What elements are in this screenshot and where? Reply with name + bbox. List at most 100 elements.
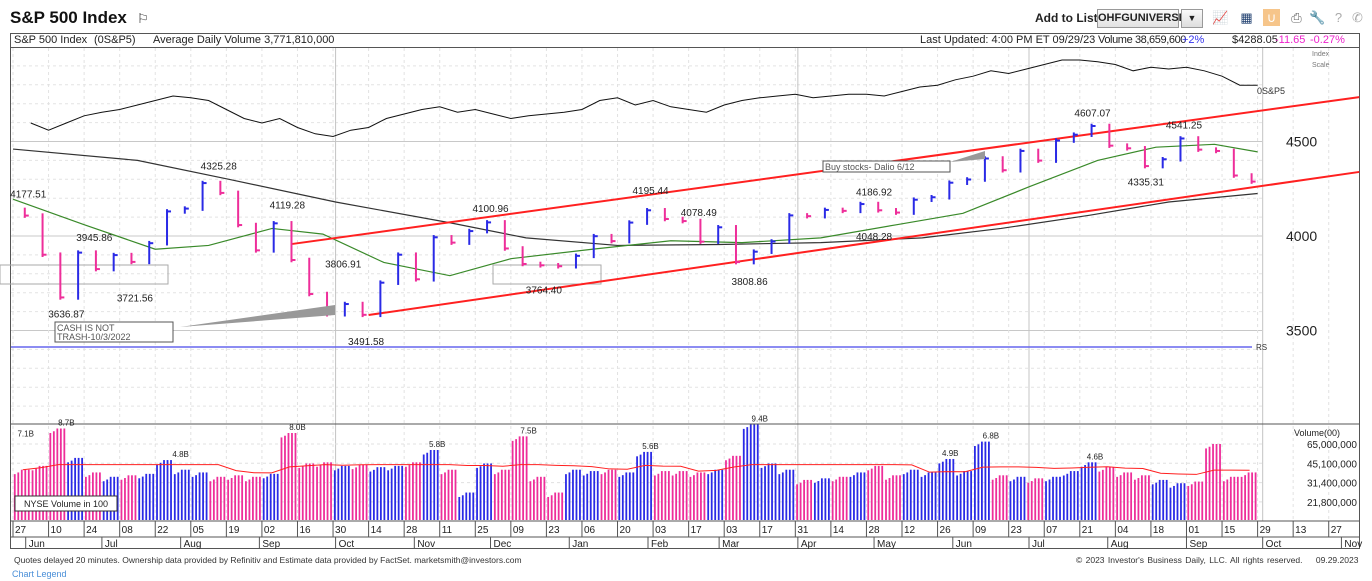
- month-label: Sep: [1189, 539, 1207, 550]
- price-label: 4195.44: [632, 186, 669, 197]
- price-label: 4100.96: [472, 204, 509, 215]
- price-label: 3764.40: [526, 286, 563, 297]
- x-tick-label: 08: [122, 525, 134, 536]
- x-tick-label: 06: [584, 525, 596, 536]
- month-label: Aug: [1111, 539, 1129, 550]
- annotation-arrow: [950, 151, 985, 162]
- month-label: Nov: [417, 539, 435, 550]
- month-label: May: [877, 539, 896, 550]
- x-tick-label: 14: [833, 525, 845, 536]
- volume-label: 4.8B: [172, 450, 188, 459]
- rs-line-label: RS: [1256, 343, 1267, 352]
- base-box: [0, 264, 169, 285]
- price-label: 4048.28: [856, 232, 893, 243]
- volume-label: 5.8B: [429, 440, 445, 449]
- symbol-name: S&P 500 Index: [14, 34, 88, 46]
- price-label: 4607.07: [1074, 108, 1111, 119]
- flag-icon[interactable]: ⚐: [137, 11, 149, 26]
- price-label: 4119.28: [270, 200, 306, 211]
- x-tick-label: 23: [548, 525, 560, 536]
- list-select[interactable]: OHFGUNIVERSE: [1097, 9, 1186, 28]
- y-tick-label: 3500: [1286, 323, 1317, 339]
- x-tick-label: 14: [371, 525, 383, 536]
- month-label: Sep: [262, 539, 280, 550]
- x-tick-label: 25: [477, 525, 489, 536]
- print-icon[interactable]: ⎙: [1291, 10, 1302, 25]
- phone-icon[interactable]: ✆: [1352, 10, 1363, 25]
- month-label: Oct: [339, 539, 355, 550]
- chart-legend-link[interactable]: Chart Legend: [12, 569, 67, 579]
- volume-tick-label: 45,100,000: [1307, 459, 1357, 470]
- x-tick-label: 13: [1295, 525, 1307, 536]
- price-label: 3808.86: [732, 277, 769, 288]
- x-tick-label: 18: [1153, 525, 1165, 536]
- x-tick-label: 15: [1224, 525, 1236, 536]
- chart-frame: [10, 33, 1360, 549]
- last-updated: Last Updated: 4:00 PM ET 09/29/23: [920, 34, 1096, 46]
- price-label: 4078.49: [681, 208, 718, 219]
- page-title: S&P 500 Index: [10, 8, 127, 27]
- last-price: $4288.05: [1232, 34, 1278, 46]
- month-label: Jun: [29, 539, 45, 550]
- y-tick-label: 4000: [1286, 228, 1317, 244]
- add-to-list-label: Add to List:: [1035, 11, 1102, 25]
- month-label: Apr: [801, 539, 817, 550]
- x-tick-label: 07: [1046, 525, 1058, 536]
- copyright-text: © 2023 Investor's Business Daily, LLC. A…: [1076, 555, 1303, 565]
- price-label: 3945.86: [76, 233, 113, 244]
- volume-label: 6.8B: [983, 432, 999, 441]
- wrench-icon[interactable]: 🔧: [1309, 10, 1326, 25]
- annotation-box: [54, 321, 174, 343]
- help-icon[interactable]: ?: [1334, 10, 1343, 25]
- x-tick-label: 23: [1011, 525, 1023, 536]
- volume-label: 4.6B: [1087, 452, 1103, 461]
- base-box: [492, 264, 602, 285]
- chart-icon[interactable]: 📈: [1212, 10, 1229, 25]
- x-tick-label: 17: [762, 525, 774, 536]
- x-tick-label: 16: [299, 525, 311, 536]
- annotation-text: TRASH-10/3/2022: [57, 332, 131, 342]
- ma50-line: [12, 143, 1258, 277]
- average-volume: Average Daily Volume 3,771,810,000: [153, 34, 335, 46]
- index-line-label: 0S&P5: [1257, 86, 1285, 96]
- month-label: Jan: [572, 539, 588, 550]
- volume-ma-line: [22, 464, 1250, 475]
- x-tick-label: 09: [975, 525, 987, 536]
- volume-tick-label: 31,400,000: [1307, 479, 1357, 490]
- x-tick-label: 03: [726, 525, 738, 536]
- price-label: 3636.87: [48, 310, 85, 321]
- ma200-line: [12, 148, 1258, 247]
- info-bar: S&P 500 Index (0S&P5) Average Daily Volu…: [10, 33, 1360, 48]
- month-label: Feb: [651, 539, 669, 550]
- volume-change: +2%: [1182, 34, 1205, 46]
- volume-label: 8.7B: [58, 419, 74, 428]
- x-tick-label: 04: [1117, 525, 1129, 536]
- footer-copyright: © 2023 Investor's Business Daily, LLC. A…: [1076, 555, 1358, 565]
- index-scale-label: Index Scale: [1312, 51, 1330, 69]
- x-tick-label: 21: [1082, 525, 1094, 536]
- price-label: 3806.91: [325, 259, 362, 270]
- volume-tick-label: 21,800,000: [1307, 498, 1357, 509]
- layout-icon[interactable]: ▦: [1240, 10, 1253, 25]
- trend-line: [368, 170, 1360, 316]
- price-change: -11.65: [1275, 34, 1306, 46]
- volume-legend-text: NYSE Volume in 100: [24, 499, 108, 509]
- volume-axis-title: Volume(00): [1294, 428, 1340, 438]
- pattern-icon[interactable]: ∪: [1263, 9, 1280, 26]
- x-tick-label: 27: [1331, 525, 1343, 536]
- footer-disclaimer: Quotes delayed 20 minutes. Ownership dat…: [14, 555, 522, 565]
- price-label: 4177.51: [10, 189, 47, 200]
- x-tick-label: 01: [1188, 525, 1200, 536]
- volume-label: 4.9B: [942, 449, 958, 458]
- volume-label: 7.1B: [17, 429, 33, 438]
- x-tick-label: 24: [86, 525, 98, 536]
- x-tick-label: 30: [335, 525, 347, 536]
- x-tick-label: 10: [51, 525, 63, 536]
- x-tick-label: 28: [868, 525, 880, 536]
- chevron-down-icon[interactable]: ▼: [1181, 9, 1203, 28]
- volume-legend-box: [14, 495, 118, 512]
- month-label: Mar: [722, 539, 740, 550]
- annotation-box: [822, 160, 951, 173]
- x-tick-label: 29: [1260, 525, 1272, 536]
